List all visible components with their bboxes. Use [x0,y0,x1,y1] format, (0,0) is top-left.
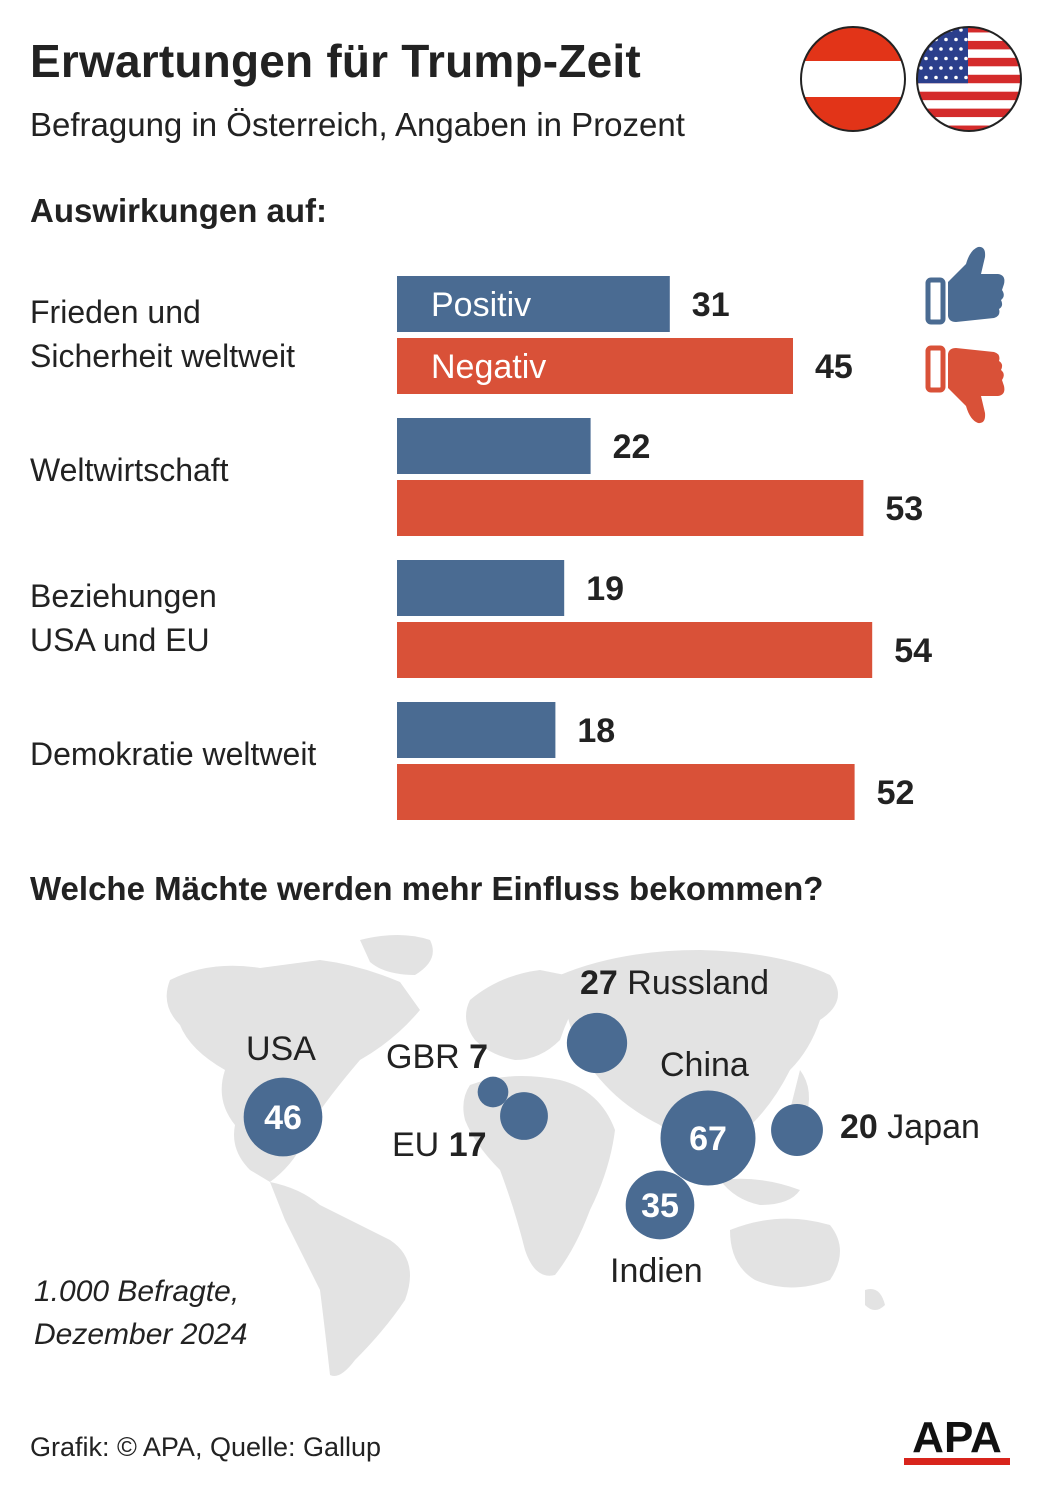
bar-positiv-3 [397,702,556,758]
place-name: EU [392,1126,440,1164]
bubble-value-usa: 46 [264,1099,302,1137]
bubble-russland [566,1012,628,1074]
bar-positiv-2 [397,560,565,616]
section-heading-effects: Auswirkungen auf: [30,192,328,229]
place-label-japan: 20 Japan [840,1108,980,1147]
bubble-value-indien: 35 [641,1187,679,1225]
category-label-line: Demokratie weltweit [30,736,317,772]
place-label-eu: EU 17 [392,1126,487,1165]
category-label-beziehungen: Beziehungen USA und EU [30,574,217,662]
place-name: Russland [627,964,770,1002]
place-value: 27 [580,964,618,1002]
austria-flag-icon [800,26,906,132]
source-credit: Grafik: © APA, Quelle: Gallup [30,1432,382,1462]
category-label-line: Weltwirtschaft [30,452,229,488]
category-label-line: USA und EU [30,622,210,658]
category-label-line: Sicherheit weltweit [30,338,295,374]
value-label-negativ-0: 45 [815,348,853,386]
place-label-russland: 27 Russland [580,964,769,1003]
world-map [166,935,885,1376]
category-label-line: Frieden und [30,294,201,330]
bubble-eu [500,1092,548,1140]
bubble-indien [625,1170,695,1240]
place-label-indien: Indien [610,1252,703,1291]
apa-logo: APA [904,1413,1010,1465]
note-line: 1.000 Befragte, [34,1275,240,1308]
value-label-negativ-1: 53 [885,490,923,528]
value-label-positiv-2: 19 [586,570,624,608]
bar-negativ-1 [397,480,864,536]
thumbs-up-icon [925,246,1005,325]
bar-positiv-0 [397,276,670,332]
thumbs-down-icon [925,345,1005,424]
section-heading-influence: Welche Mächte werden mehr Einfluss bekom… [30,870,824,907]
place-label-usa: USA [246,1030,316,1069]
note-line: Dezember 2024 [34,1318,248,1351]
bubble-gbr [477,1076,509,1108]
apa-logo-text: APA [912,1413,1002,1462]
bubble-value-china: 67 [689,1120,727,1158]
bubble-usa [243,1077,323,1157]
bubble-china [660,1090,756,1186]
place-label-china: China [660,1046,749,1085]
page-title: Erwartungen für Trump-Zeit [30,35,641,87]
page-subtitle: Befragung in Österreich, Angaben in Proz… [30,106,685,143]
series-legend-positiv: Positiv [431,286,531,324]
value-label-negativ-2: 54 [894,632,932,670]
place-value: 17 [448,1126,487,1164]
effects-bar-chart: 31 Positiv 45 Negativ 22 53 19 54 18 52 [397,276,932,820]
category-label-demokratie: Demokratie weltweit [30,732,316,776]
value-label-positiv-0: 31 [692,286,730,324]
value-label-positiv-1: 22 [613,428,651,466]
place-name: China [660,1046,749,1084]
category-label-frieden: Frieden und Sicherheit weltweit [30,290,295,378]
place-value: 20 [840,1108,878,1146]
category-label-line: Beziehungen [30,578,217,614]
place-name: Indien [610,1252,703,1290]
category-label-weltwirtschaft: Weltwirtschaft [30,448,229,492]
place-name: Japan [887,1108,980,1146]
place-value: 7 [469,1038,489,1076]
bar-negativ-3 [397,764,855,820]
place-name: USA [246,1030,316,1068]
place-name: GBR [386,1038,460,1076]
bar-positiv-1 [397,418,591,474]
value-label-negativ-3: 52 [877,774,915,812]
usa-flag-icon [916,26,1022,132]
place-label-gbr: GBR 7 [386,1038,488,1077]
apa-logo-bar [904,1458,1010,1465]
bubble-japan [771,1104,823,1156]
value-label-positiv-3: 18 [577,712,615,750]
survey-note: 1.000 Befragte, Dezember 2024 [34,1270,247,1356]
bar-negativ-2 [397,622,873,678]
series-legend-negativ: Negativ [431,348,546,386]
bar-negativ-0 [397,338,793,394]
